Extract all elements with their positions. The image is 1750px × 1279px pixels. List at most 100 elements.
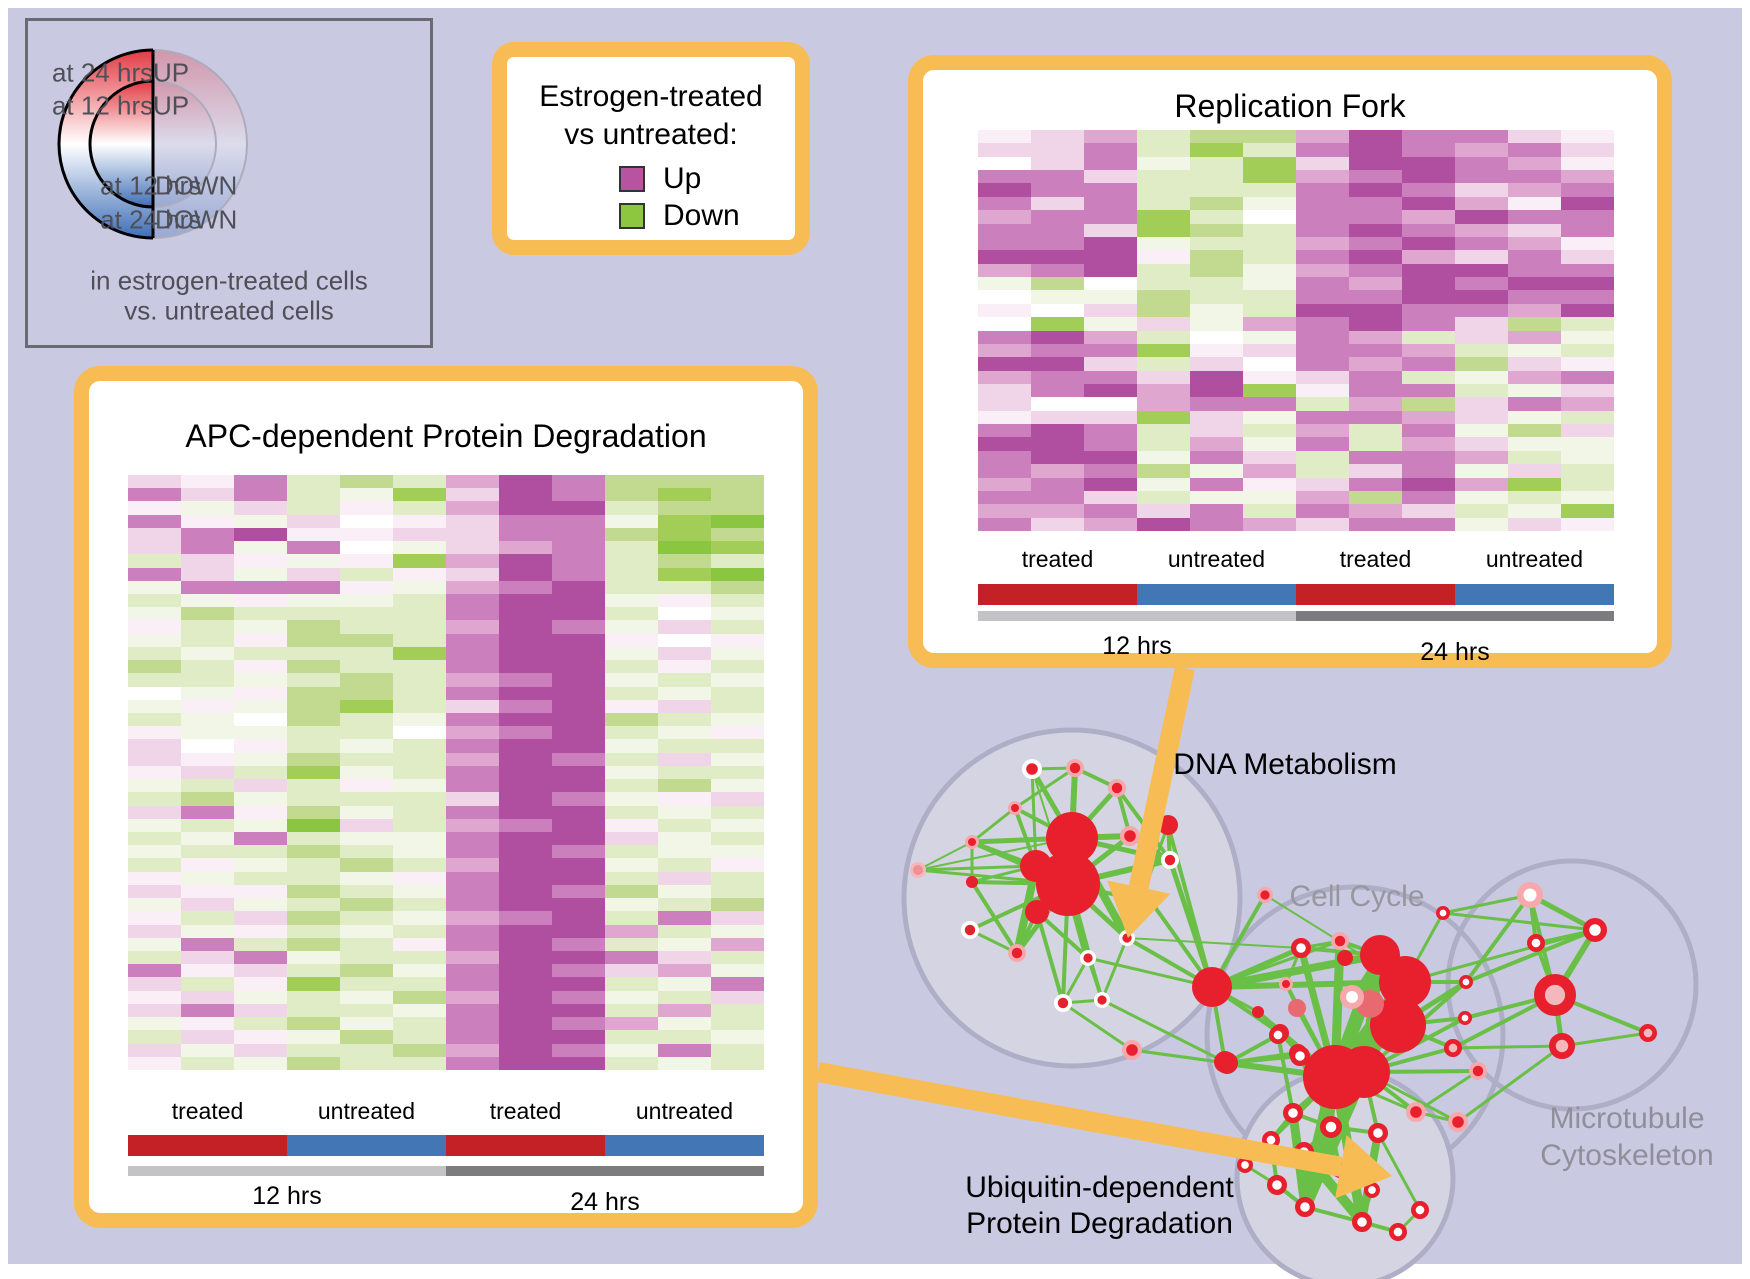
heatmap-cell — [446, 924, 499, 938]
heatmap-cell — [1031, 397, 1084, 411]
heatmap-cell — [1084, 236, 1137, 251]
heatmap-cell — [234, 739, 287, 753]
heatmap-cell — [393, 1030, 446, 1044]
heatmap-cell — [499, 1056, 552, 1070]
heatmap-cell — [1190, 330, 1243, 344]
heatmap-cell — [1561, 130, 1614, 144]
heatmap-cell — [340, 924, 393, 938]
heatmap-cell — [1243, 464, 1296, 478]
heatmap-cell — [234, 554, 287, 568]
heatmap-cell — [1190, 490, 1243, 505]
heatmap-cell — [128, 871, 181, 885]
heatmap-cell — [393, 673, 446, 687]
heatmap-cell — [181, 951, 234, 965]
network-node — [1351, 1211, 1372, 1232]
heatmap-cell — [552, 1043, 605, 1057]
heatmap-cell — [978, 236, 1031, 251]
heatmap-cell — [1031, 130, 1084, 144]
heatmap-cell — [1190, 250, 1243, 264]
heatmap-cell — [234, 818, 287, 832]
heatmap-cell — [234, 501, 287, 515]
heatmap-cell — [1296, 210, 1349, 224]
heatmap-cell — [1402, 410, 1455, 425]
heatmap-cell — [499, 1043, 552, 1057]
network-edge — [1452, 1044, 1563, 1050]
heatmap-cell — [711, 898, 764, 912]
heatmap-cell — [499, 567, 552, 581]
heatmap-cell — [287, 911, 340, 925]
heatmap-cell — [658, 884, 711, 899]
heatmap-cell — [1349, 424, 1402, 438]
network-node — [1192, 967, 1232, 1007]
heatmap-cell — [1561, 277, 1614, 291]
network-node — [1252, 1006, 1264, 1018]
heatmap-cell — [552, 686, 605, 700]
heatmap-cell — [1137, 303, 1190, 318]
heatmap-cell — [128, 607, 181, 621]
heatmap-cell — [1349, 437, 1402, 451]
heatmap-cell — [1455, 410, 1508, 425]
network-node — [1054, 994, 1073, 1013]
heatmap-cell — [711, 475, 764, 489]
heatmap-cell — [340, 646, 393, 661]
heatmap-cell — [181, 779, 234, 793]
network-node — [1331, 932, 1350, 951]
network-node — [1526, 934, 1545, 953]
estrogen-legend-title-line1: Estrogen-treated — [539, 80, 763, 113]
heatmap-cell — [1190, 504, 1243, 518]
heatmap-cell — [1402, 490, 1455, 505]
heatmap-cell — [287, 646, 340, 661]
heatmap-cell — [287, 686, 340, 700]
heatmap-cell — [1296, 130, 1349, 144]
heatmap-cell — [1084, 250, 1137, 264]
heatmap-cell — [1455, 317, 1508, 331]
heatmap-cell — [1243, 450, 1296, 465]
heatmap-cell — [1084, 317, 1137, 331]
heatmap-cell — [1508, 130, 1561, 144]
heatmap-cell — [499, 937, 552, 951]
heatmap-cell — [1137, 357, 1190, 371]
heatmap-cell — [658, 951, 711, 965]
heatmap-cell — [1031, 250, 1084, 264]
heatmap-cell — [287, 1056, 340, 1070]
heatmap-cell — [340, 726, 393, 740]
heatmap-cell — [287, 475, 340, 489]
network-node — [1533, 974, 1576, 1017]
heatmap-cell — [552, 541, 605, 555]
heatmap-cell — [1455, 370, 1508, 384]
heatmap-cell — [711, 951, 764, 965]
heatmap-cell — [552, 845, 605, 859]
heatmap-cell — [605, 541, 658, 555]
apc-panel-title: APC-dependent Protein Degradation — [185, 418, 707, 454]
heatmap-cell — [552, 858, 605, 872]
heatmap-cell — [234, 937, 287, 951]
heatmap-cell — [1349, 236, 1402, 251]
heatmap-cell — [711, 660, 764, 674]
heatmap-cell — [234, 726, 287, 740]
heatmap-cell — [234, 646, 287, 661]
heatmap-cell — [128, 633, 181, 647]
rf-untreated-bar — [1455, 584, 1614, 605]
heatmap-cell — [446, 951, 499, 965]
network-node — [1443, 1038, 1462, 1057]
heatmap-cell — [978, 370, 1031, 384]
heatmap-cell — [499, 514, 552, 528]
network-edge — [1035, 911, 1065, 1004]
heatmap-cell — [234, 686, 287, 700]
heatmap-cell — [446, 475, 499, 489]
heatmap-cell — [128, 739, 181, 753]
network-edge — [1457, 1044, 1563, 1124]
heatmap-cell — [658, 554, 711, 568]
heatmap-cell — [978, 290, 1031, 304]
heatmap-cell — [658, 699, 711, 713]
apc-heatmap — [128, 475, 764, 1070]
heatmap-cell — [287, 1043, 340, 1057]
heatmap-cell — [1243, 236, 1296, 251]
network-node — [1435, 906, 1450, 921]
heatmap-cell — [287, 898, 340, 912]
heatmap-cell — [552, 594, 605, 608]
network-node — [1094, 991, 1111, 1008]
heatmap-cell — [1508, 303, 1561, 318]
cell-cycle-label: Cell Cycle — [1289, 880, 1425, 913]
heatmap-cell — [393, 871, 446, 885]
